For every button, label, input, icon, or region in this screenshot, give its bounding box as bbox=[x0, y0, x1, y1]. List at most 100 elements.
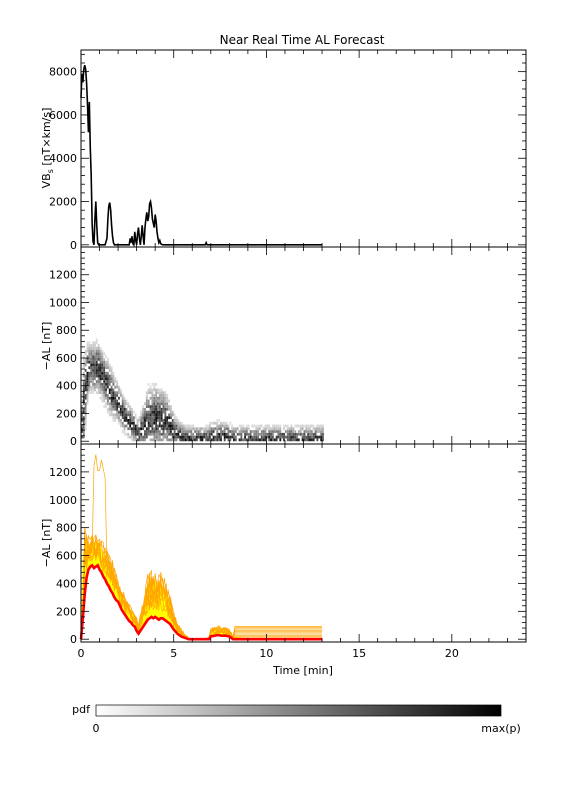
heatmap-cell bbox=[160, 407, 163, 411]
heatmap-cell bbox=[299, 424, 302, 428]
heatmap-cell bbox=[171, 410, 174, 414]
heatmap-cell bbox=[81, 416, 83, 420]
heatmap-cell bbox=[247, 427, 250, 431]
heatmap-cell bbox=[116, 391, 119, 395]
heatmap-cell bbox=[259, 432, 261, 436]
heatmap-cell bbox=[164, 396, 167, 400]
heatmap-cell bbox=[81, 407, 83, 411]
heatmap-cell bbox=[297, 438, 300, 442]
heatmap-cell bbox=[129, 435, 132, 439]
heatmap-cell bbox=[151, 399, 154, 403]
heatmap-cell bbox=[142, 416, 145, 420]
heatmap-cell bbox=[140, 421, 143, 425]
heatmap-cell bbox=[151, 407, 154, 411]
heatmap-cell bbox=[123, 432, 126, 436]
heatmap-cell bbox=[93, 388, 96, 392]
heatmap-cell bbox=[194, 438, 196, 442]
heatmap-cell bbox=[121, 413, 124, 417]
heatmap-cell bbox=[108, 410, 111, 414]
heatmap-cell bbox=[234, 430, 237, 433]
heatmap-cell bbox=[170, 407, 172, 411]
heatmap-cell bbox=[208, 421, 211, 425]
heatmap-cell bbox=[93, 344, 96, 347]
heatmap-cell bbox=[301, 432, 304, 436]
heatmap-cell bbox=[106, 410, 109, 414]
heatmap-cell bbox=[246, 432, 248, 436]
heatmap-cell bbox=[86, 396, 89, 400]
heatmap-cell bbox=[84, 421, 87, 425]
heatmap-cell bbox=[84, 427, 87, 431]
heatmap-cell bbox=[145, 430, 148, 433]
heatmap-cell bbox=[82, 435, 85, 439]
heatmap-cell bbox=[195, 432, 198, 436]
heatmap-cell bbox=[101, 377, 104, 381]
heatmap-cell bbox=[93, 349, 96, 353]
heatmap-cell bbox=[153, 413, 156, 417]
heatmap-cell bbox=[160, 391, 163, 395]
heatmap-cell bbox=[86, 402, 89, 406]
heatmap-cell bbox=[275, 430, 278, 433]
heatmap-cell bbox=[186, 438, 189, 442]
heatmap-cell bbox=[316, 430, 319, 433]
heatmap-cell bbox=[140, 416, 143, 420]
heatmap-cell bbox=[158, 396, 161, 400]
heatmap-cell bbox=[82, 385, 85, 389]
heatmap-cell bbox=[123, 424, 126, 428]
heatmap-cell bbox=[108, 366, 111, 370]
heatmap-cell bbox=[153, 405, 156, 408]
heatmap-cell bbox=[101, 399, 104, 403]
heatmap-cell bbox=[164, 424, 167, 428]
heatmap-cell bbox=[114, 377, 117, 381]
heatmap-cell bbox=[151, 430, 154, 433]
heatmap-cell bbox=[201, 438, 204, 442]
heatmap-cell bbox=[90, 388, 93, 392]
heatmap-cell bbox=[132, 427, 135, 431]
heatmap-cell bbox=[118, 396, 120, 400]
heatmap-cell bbox=[101, 360, 104, 364]
heatmap-cell bbox=[82, 402, 85, 406]
heatmap-cell bbox=[82, 363, 85, 367]
heatmap-cell bbox=[257, 424, 259, 428]
heatmap-cell bbox=[260, 430, 263, 433]
heatmap-cell bbox=[223, 432, 226, 436]
heatmap-cell bbox=[257, 435, 259, 439]
heatmap-cell bbox=[110, 377, 113, 381]
heatmap-cell bbox=[210, 430, 213, 433]
heatmap-cell bbox=[155, 394, 158, 397]
heatmap-cell bbox=[157, 391, 159, 395]
heatmap-cell bbox=[86, 385, 89, 389]
heatmap-cell bbox=[142, 435, 145, 439]
heatmap-cell bbox=[84, 424, 87, 428]
heatmap-cell bbox=[186, 435, 189, 439]
heatmap-cell bbox=[82, 424, 85, 428]
heatmap-cell bbox=[153, 396, 156, 400]
al-forecast-x-tick-label: 20 bbox=[445, 647, 459, 660]
heatmap-cell bbox=[279, 435, 282, 439]
heatmap-cell bbox=[168, 405, 170, 408]
heatmap-cell bbox=[90, 369, 93, 372]
heatmap-cell bbox=[110, 374, 113, 378]
heatmap-cell bbox=[205, 430, 208, 433]
heatmap-cell bbox=[144, 424, 146, 428]
heatmap-cell bbox=[86, 388, 89, 392]
heatmap-cell bbox=[192, 427, 195, 431]
heatmap-cell bbox=[244, 432, 247, 436]
heatmap-cell bbox=[110, 380, 113, 383]
heatmap-cell bbox=[260, 438, 263, 442]
heatmap-cell bbox=[160, 416, 163, 420]
heatmap-cell bbox=[162, 391, 165, 395]
heatmap-cell bbox=[292, 432, 295, 436]
heatmap-cell bbox=[275, 427, 278, 431]
heatmap-cell bbox=[93, 366, 96, 370]
heatmap-cell bbox=[82, 355, 85, 358]
heatmap-cell bbox=[297, 430, 300, 433]
heatmap-cell bbox=[320, 430, 323, 433]
heatmap-cell bbox=[158, 438, 161, 442]
heatmap-cell bbox=[123, 416, 126, 420]
heatmap-cell bbox=[290, 435, 293, 439]
al-forecast-y-tick-label: 1200 bbox=[49, 466, 77, 479]
heatmap-cell bbox=[121, 424, 124, 428]
heatmap-cell bbox=[179, 421, 182, 425]
al-forecast-y-tick-label: 800 bbox=[56, 522, 77, 535]
heatmap-cell bbox=[320, 432, 323, 436]
